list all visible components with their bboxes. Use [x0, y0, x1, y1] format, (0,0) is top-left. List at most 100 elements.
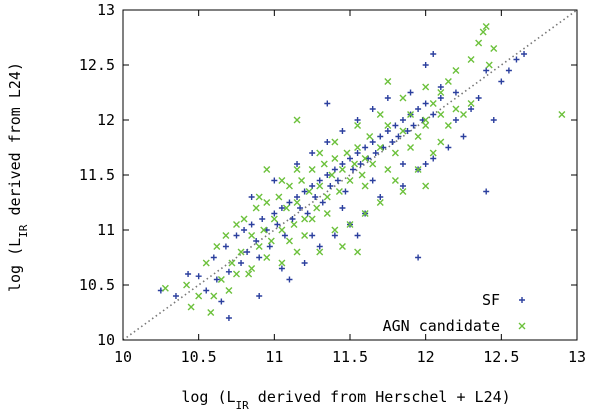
- agn-candidate-point: [308, 215, 316, 223]
- agn-candidate-point: [308, 166, 316, 173]
- sf-point: [475, 95, 482, 101]
- agn-candidate-point: [399, 188, 407, 195]
- sf-point: [244, 249, 251, 255]
- sf-point: [301, 188, 308, 195]
- agn-candidate-point: [361, 182, 369, 190]
- sf-point: [327, 183, 334, 189]
- x-tick-label: 10: [114, 348, 132, 366]
- sf-point: [365, 155, 372, 162]
- sf-point: [324, 172, 331, 178]
- agn-candidate-point: [366, 133, 374, 140]
- sf-point: [241, 227, 248, 233]
- y-axis-label-pre: log (L: [6, 238, 24, 292]
- sf-point: [294, 161, 301, 167]
- sf-point: [256, 254, 263, 261]
- sf-point: [289, 216, 296, 222]
- sf-point: [301, 260, 308, 266]
- agn-candidate-point: [354, 248, 362, 256]
- sf-point: [263, 227, 270, 233]
- sf-point: [404, 128, 411, 134]
- agn-candidate-point: [255, 243, 263, 250]
- sf-point: [369, 106, 376, 112]
- agn-candidate-point: [331, 155, 339, 162]
- sf-point: [281, 232, 288, 239]
- legend-marker-sf: [519, 297, 525, 303]
- y-axis-label-sub: IR: [17, 224, 30, 238]
- agn-candidate-point: [437, 89, 445, 96]
- y-tick-label: 11.5: [79, 166, 115, 184]
- agn-candidate-point: [290, 221, 298, 228]
- sf-point: [266, 243, 273, 250]
- sf-point: [324, 100, 331, 107]
- sf-point: [339, 205, 346, 211]
- agn-candidate-point: [248, 265, 256, 272]
- sf-point: [452, 89, 459, 96]
- agn-candidate-point: [343, 149, 351, 157]
- agn-candidate-point: [222, 232, 230, 239]
- agn-candidate-point: [437, 138, 445, 146]
- sf-point: [395, 133, 402, 140]
- one-to-one-line: [122, 9, 578, 341]
- agn-candidate-point: [267, 237, 275, 245]
- sf-point: [319, 199, 326, 206]
- sf-point: [490, 117, 497, 123]
- agn-candidate-point: [305, 188, 313, 195]
- agn-candidate-point: [161, 284, 169, 292]
- sf-point: [410, 122, 417, 129]
- agn-candidate-point: [490, 45, 498, 52]
- agn-candidate-point: [384, 78, 392, 85]
- y-tick-label: 12.5: [79, 56, 115, 74]
- sf-point: [415, 254, 422, 261]
- agn-candidate-point: [301, 215, 309, 223]
- sf-point: [297, 205, 304, 211]
- sf-point: [377, 133, 384, 140]
- agn-candidate-point: [263, 166, 271, 173]
- agn-candidate-point: [414, 133, 422, 140]
- agn-candidate-point: [301, 232, 309, 239]
- sf-point: [274, 221, 281, 228]
- agn-candidate-point: [316, 149, 324, 157]
- sf-point: [347, 155, 353, 162]
- agn-candidate-point: [285, 237, 293, 245]
- agn-candidate-point: [328, 171, 336, 179]
- agn-candidate-point: [444, 78, 452, 85]
- sf-point: [203, 287, 210, 294]
- agn-candidate-point: [482, 23, 490, 30]
- agn-candidate-point: [248, 232, 256, 239]
- agn-candidate-point: [414, 166, 422, 173]
- sf-point: [331, 166, 338, 173]
- sf-point: [218, 298, 225, 305]
- sf-point: [271, 177, 278, 184]
- y-axis-label: log (LIR derived from L24): [6, 62, 30, 292]
- sf-point: [238, 260, 245, 266]
- sf-point: [399, 117, 406, 123]
- agn-candidate-point: [187, 303, 195, 311]
- agn-candidate-point: [384, 166, 392, 173]
- agn-candidate-point: [467, 100, 475, 107]
- agn-candidate-point: [369, 160, 377, 168]
- legend-label-sf: SF: [482, 291, 500, 309]
- sf-point: [248, 221, 255, 228]
- y-axis-label-post: derived from L24): [6, 62, 24, 225]
- sf-point: [339, 161, 346, 167]
- agn-candidate-point: [278, 177, 286, 184]
- agn-candidate-point: [293, 166, 301, 173]
- agn-candidate-point: [320, 160, 328, 168]
- sf-point: [259, 216, 266, 222]
- sf-point: [354, 117, 361, 123]
- agn-candidate-point: [407, 144, 415, 151]
- sf-point: [415, 106, 422, 112]
- sf-point: [316, 243, 323, 250]
- agn-candidate-point: [313, 204, 321, 212]
- y-tick-label: 10.5: [79, 276, 115, 294]
- sf-point: [253, 238, 260, 244]
- agn-candidate-point: [422, 122, 430, 129]
- agn-candidate-point: [452, 67, 460, 74]
- agn-candidate-point: [278, 226, 286, 234]
- agn-candidate-point: [460, 111, 467, 118]
- agn-candidate-point: [422, 83, 430, 91]
- sf-point: [430, 155, 437, 162]
- sf-point: [380, 144, 387, 151]
- x-tick-label: 11.5: [332, 348, 368, 366]
- sf-point: [225, 268, 232, 275]
